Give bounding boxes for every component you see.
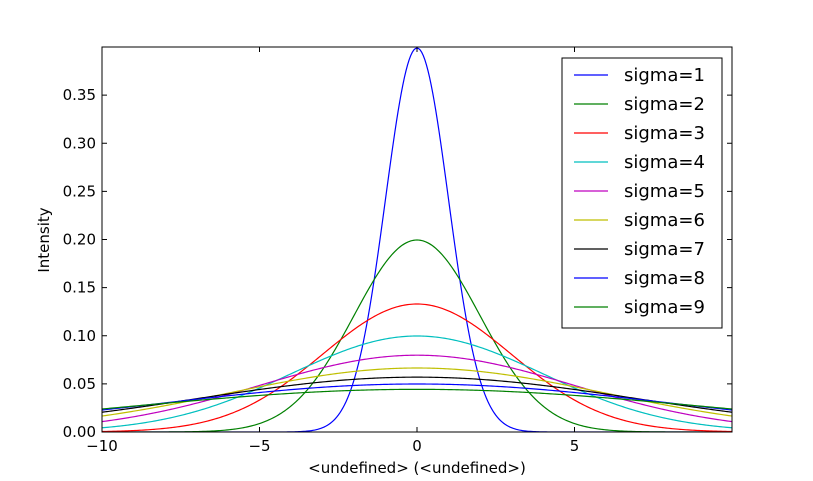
legend-label-sigma-7: sigma=7 bbox=[624, 239, 705, 260]
x-tick-label: 0 bbox=[412, 437, 422, 455]
y-tick-label: 0.30 bbox=[63, 134, 96, 152]
x-tick-label: 5 bbox=[570, 437, 580, 455]
series-line-sigma-2 bbox=[102, 239, 732, 432]
legend-label-sigma-1: sigma=1 bbox=[624, 65, 705, 86]
x-tick-label: −10 bbox=[86, 437, 118, 455]
x-axis-label: <undefined> (<undefined>) bbox=[308, 459, 526, 477]
series-line-sigma-9 bbox=[102, 388, 732, 410]
legend-label-sigma-3: sigma=3 bbox=[624, 123, 705, 144]
legend-label-sigma-5: sigma=5 bbox=[624, 181, 705, 202]
series-line-sigma-4 bbox=[102, 335, 732, 429]
ticks-layer: −10 −5 0 5 0.00 0.05 0.10 0.15 0.20 0.25 0.30 0.35 bbox=[63, 47, 732, 455]
y-tick-label: 0.20 bbox=[63, 231, 96, 249]
legend: sigma=1 sigma=2 sigma=3 sigma=4 sigma=5 sigma… bbox=[561, 57, 723, 329]
y-tick-label: 0.00 bbox=[63, 423, 96, 441]
series-line-sigma-7 bbox=[102, 376, 732, 413]
legend-label-sigma-8: sigma=8 bbox=[624, 268, 705, 289]
series-line-sigma-8 bbox=[102, 383, 732, 411]
legend-label-sigma-2: sigma=2 bbox=[624, 94, 705, 115]
series-line-sigma-3 bbox=[102, 303, 732, 432]
y-tick-label: 0.15 bbox=[63, 279, 96, 297]
legend-label-sigma-9: sigma=9 bbox=[624, 297, 705, 318]
y-tick-label: 0.25 bbox=[63, 182, 96, 200]
legend-label-sigma-4: sigma=4 bbox=[624, 152, 705, 173]
y-tick-label: 0.05 bbox=[63, 375, 96, 393]
y-axis-label: Intensity bbox=[35, 207, 53, 272]
y-tick-label: 0.35 bbox=[63, 86, 96, 104]
x-tick-label: −5 bbox=[248, 437, 270, 455]
legend-label-sigma-6: sigma=6 bbox=[624, 210, 705, 231]
legend-box bbox=[561, 57, 723, 329]
y-tick-label: 0.10 bbox=[63, 327, 96, 345]
series-line-sigma-5 bbox=[102, 354, 732, 423]
